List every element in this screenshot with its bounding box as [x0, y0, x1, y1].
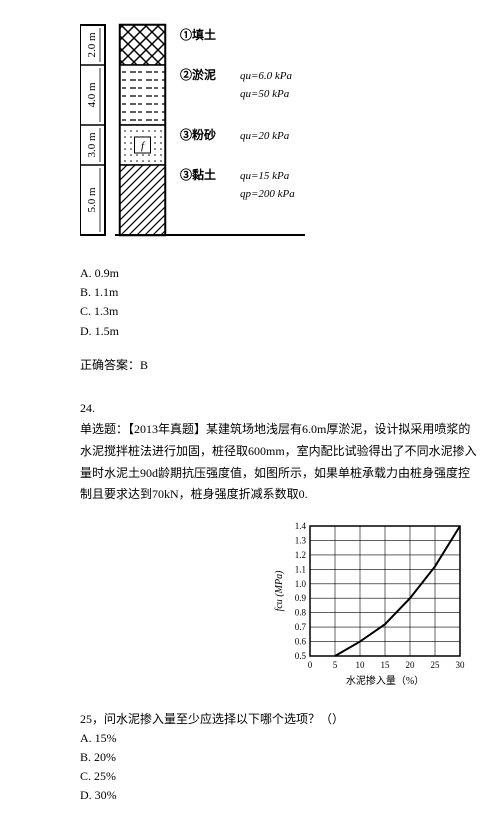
svg-text:水泥掺入量（%）: 水泥掺入量（%）: [346, 674, 424, 687]
q23-answer: 正确答案：B: [80, 356, 480, 373]
svg-text:1.4: 1.4: [295, 521, 307, 531]
svg-text:10: 10: [356, 660, 366, 670]
svg-text:5: 5: [333, 660, 338, 670]
svg-text:4.0 m: 4.0 m: [86, 82, 98, 108]
soil-svg: 2.0 m ①填土 4.0 m ②淤泥 qu=6.0 kPa qu=50 kPa 3.0 m…: [80, 20, 360, 250]
svg-text:0: 0: [308, 660, 313, 670]
svg-text:1.1: 1.1: [295, 564, 306, 574]
q23-options: A. 0.9m B. 1.1m C. 1.3m D. 1.5m: [80, 264, 480, 341]
svg-text:③粉砂: ③粉砂: [180, 127, 216, 142]
q25-option-b: B. 20%: [80, 748, 480, 767]
svg-text:1.0: 1.0: [295, 578, 307, 588]
svg-text:25: 25: [431, 660, 441, 670]
svg-text:3.0 m: 3.0 m: [86, 132, 98, 158]
svg-text:1.3: 1.3: [295, 535, 307, 545]
svg-text:0.5: 0.5: [295, 651, 307, 661]
svg-text:30: 30: [456, 660, 466, 670]
q25-text: 25，问水泥掺入量至少应选择以下哪个选项？（）: [80, 710, 480, 729]
q24-text: 单选题：【2013年真题】某建筑场地浅层有6.0m厚淤泥，设计拟采用喷浆的水泥搅…: [80, 419, 480, 505]
svg-text:1.2: 1.2: [295, 550, 306, 560]
svg-text:qp=200 kPa: qp=200 kPa: [240, 188, 295, 200]
svg-text:2.0 m: 2.0 m: [86, 32, 98, 58]
q25-option-d: D. 30%: [80, 786, 480, 805]
option-c: C. 1.3m: [80, 302, 480, 321]
svg-text:②淤泥: ②淤泥: [180, 67, 216, 82]
option-d: D. 1.5m: [80, 322, 480, 341]
svg-text:qu=50 kPa: qu=50 kPa: [240, 88, 290, 100]
svg-text:0.7: 0.7: [295, 622, 307, 632]
svg-text:20: 20: [406, 660, 416, 670]
svg-text:③黏土: ③黏土: [180, 167, 216, 182]
svg-text:fcu (MPa): fcu (MPa): [274, 570, 285, 611]
svg-text:0.8: 0.8: [295, 607, 307, 617]
q24-block: 24. 单选题：【2013年真题】某建筑场地浅层有6.0m厚淤泥，设计拟采用喷浆…: [80, 398, 480, 506]
q25-option-c: C. 25%: [80, 767, 480, 786]
svg-text:15: 15: [381, 660, 391, 670]
q24-number: 24.: [80, 398, 480, 420]
chart-svg: 0 5 10 15 20 25 30 0.5 0.6 0.7 0.8 0.9 1.0 1.1 1.2 1.3 1…: [270, 516, 470, 691]
option-b: B. 1.1m: [80, 283, 480, 302]
svg-text:qu=20 kPa: qu=20 kPa: [240, 130, 290, 142]
soil-stratigraphy-diagram: 2.0 m ①填土 4.0 m ②淤泥 qu=6.0 kPa qu=50 kPa 3.0 m…: [80, 20, 480, 254]
option-a: A. 0.9m: [80, 264, 480, 283]
q25-option-a: A. 15%: [80, 729, 480, 748]
svg-text:0.6: 0.6: [295, 636, 307, 646]
svg-text:qu=15 kPa: qu=15 kPa: [240, 170, 290, 182]
svg-text:5.0 m: 5.0 m: [86, 187, 98, 213]
svg-text:qu=6.0 kPa: qu=6.0 kPa: [240, 70, 293, 82]
svg-text:①填土: ①填土: [180, 27, 216, 42]
chart-block: 0 5 10 15 20 25 30 0.5 0.6 0.7 0.8 0.9 1.0 1.1 1.2 1.3 1…: [270, 516, 480, 695]
svg-text:0.9: 0.9: [295, 593, 307, 603]
q25-block: 25，问水泥掺入量至少应选择以下哪个选项？（） A. 15% B. 20% C.…: [80, 710, 480, 806]
